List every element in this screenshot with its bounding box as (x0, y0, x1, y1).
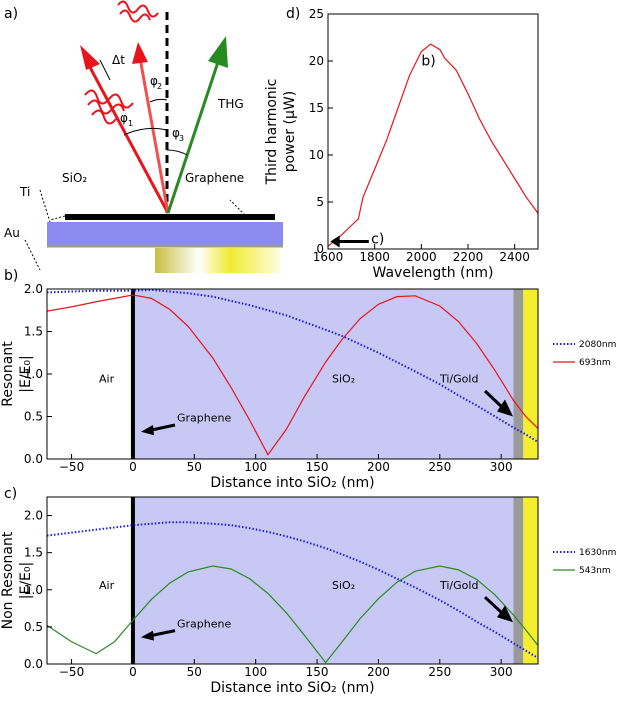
thg-label: THG (217, 97, 244, 111)
y-tick-label: 0 (316, 242, 324, 256)
thg-arrow (208, 36, 228, 68)
x-axis-label: Distance into SiO₂ (nm) (210, 680, 374, 696)
x-tick-label: −50 (59, 665, 84, 679)
legend-label: 1630nm (579, 548, 616, 558)
y-axis-label: Resonant (0, 341, 16, 407)
sio2-layer (47, 222, 283, 246)
region (523, 289, 538, 459)
au-label: Au (4, 226, 20, 240)
phi-sub: 2 (157, 82, 162, 91)
annotation: Ti/Gold (439, 579, 478, 592)
phi-sub: 3 (179, 134, 184, 143)
delay-bar (100, 60, 110, 80)
panel-label: a) (4, 6, 18, 22)
arrow-1 (80, 45, 100, 70)
x-axis-label: Distance into SiO₂ (nm) (210, 475, 374, 491)
arrow-2 (132, 42, 148, 64)
y-tick-label: 5 (316, 195, 324, 209)
phi-sub: 1 (128, 119, 133, 128)
annotation: SiO₂ (332, 579, 355, 592)
x-tick-label: 2200 (453, 250, 484, 264)
y-tick-label: 0.0 (24, 452, 43, 466)
x-tick-label: 2000 (406, 250, 437, 264)
y-tick-label: 2.0 (24, 282, 43, 296)
annotation: Air (99, 579, 115, 592)
pulse-2 (118, 1, 158, 21)
y-tick-label: 10 (309, 148, 324, 162)
y-axis-label: Third harmonic (264, 79, 280, 186)
x-tick-label: −50 (59, 460, 84, 474)
x-tick-label: 50 (187, 665, 202, 679)
x-tick-label: 1800 (359, 250, 390, 264)
x-tick-label: 300 (490, 460, 513, 474)
y-tick-label: 1.5 (24, 325, 43, 339)
x-tick-label: 150 (306, 665, 329, 679)
panel-label: c) (4, 486, 17, 502)
annotation: Graphene (177, 412, 231, 425)
figure: a) Δt φ 1 φ 2 φ 3 THG SiO₂ Ti Au Graphen… (0, 0, 619, 711)
annotation-arrowhead (330, 235, 339, 247)
panel-label: b) (4, 268, 18, 284)
delay-label: Δt (112, 53, 125, 67)
y-tick-label: 15 (309, 101, 324, 115)
legend-label: 2080nm (579, 340, 616, 350)
panel-label: d) (286, 6, 300, 22)
sio2-label: SiO₂ (62, 171, 87, 185)
y-tick-label: 1.5 (24, 546, 43, 560)
diagram: a) Δt φ 1 φ 2 φ 3 THG SiO₂ Ti Au Graphen… (4, 1, 283, 273)
y-tick-label: 0.0 (24, 657, 43, 671)
phi-label: φ (120, 111, 128, 125)
graphene-pointer (230, 200, 245, 215)
y-axis-label: |E/E₀| (18, 562, 34, 599)
annotation: Graphene (177, 617, 231, 630)
angle-1 (124, 128, 167, 135)
y-tick-label: 0.5 (24, 620, 43, 634)
x-tick-label: 150 (306, 460, 329, 474)
region (513, 289, 523, 459)
x-tick-label: 250 (428, 665, 451, 679)
region (513, 497, 523, 664)
angle-3 (167, 150, 187, 155)
y-axis-label: Non Resonant (0, 531, 16, 629)
x-tick-label: 50 (187, 460, 202, 474)
series-line (328, 44, 538, 246)
graphene-layer (65, 214, 275, 220)
beam-spot (155, 248, 280, 273)
y-tick-label: 20 (309, 54, 324, 68)
y-tick-label: 2.0 (24, 509, 43, 523)
x-axis-label: Wavelength (nm) (373, 265, 494, 281)
annotation: c) (371, 231, 384, 247)
region (523, 497, 538, 664)
annotation: b) (421, 54, 435, 70)
y-axis-label: |E/E₀| (18, 355, 34, 392)
y-tick-label: 0.5 (24, 410, 43, 424)
x-tick-label: 200 (367, 460, 390, 474)
y-axis-label: power (μW) (282, 91, 298, 172)
annotation: Air (99, 373, 115, 386)
annotation: SiO₂ (332, 373, 355, 386)
x-tick-label: 300 (490, 665, 513, 679)
annotation: Ti/Gold (439, 373, 478, 386)
ti-label: Ti (19, 185, 30, 199)
legend-label: 543nm (579, 566, 611, 576)
x-tick-label: 100 (244, 665, 267, 679)
angle-2 (150, 99, 167, 102)
y-tick-label: 25 (309, 7, 324, 21)
x-tick-label: 250 (428, 460, 451, 474)
page: {"diagram":{"panel":"a)","delay":"Δt","p… (0, 0, 619, 715)
x-tick-label: 0 (129, 665, 137, 679)
x-tick-label: 200 (367, 665, 390, 679)
x-tick-label: 100 (244, 460, 267, 474)
legend-label: 693nm (579, 358, 611, 368)
x-tick-label: 0 (129, 460, 137, 474)
graphene-label: Graphene (185, 171, 244, 185)
x-tick-label: 2400 (499, 250, 530, 264)
